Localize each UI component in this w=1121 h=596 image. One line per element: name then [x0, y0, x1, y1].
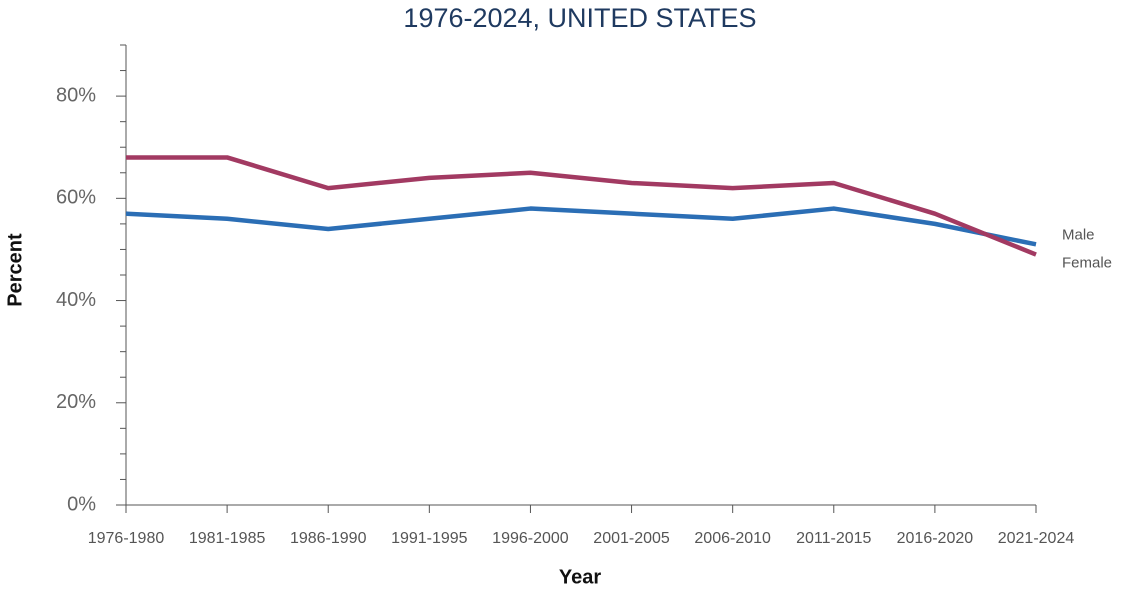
y-tick-label: 60% [56, 187, 96, 209]
y-tick-label: 0% [67, 493, 96, 515]
x-tick-label: 2021-2024 [998, 530, 1075, 547]
legend-label: Female [1062, 254, 1112, 271]
x-tick-label: 1991-1995 [391, 530, 468, 547]
x-tick-label: 1986-1990 [290, 530, 367, 547]
series-line [126, 155, 1037, 257]
x-axis-label: Year [559, 566, 601, 588]
y-tick-label: 40% [56, 289, 96, 311]
x-tick-label: 2006-2010 [694, 530, 771, 547]
x-tick-label: 2016-2020 [897, 530, 974, 547]
y-tick-label: 80% [56, 84, 96, 106]
x-tick-label: 1996-2000 [492, 530, 569, 547]
y-tick-label: 20% [56, 391, 96, 413]
x-tick-label: 1981-1985 [189, 530, 266, 547]
x-tick-label: 2001-2005 [593, 530, 670, 547]
x-tick-label: 1976-1980 [88, 530, 165, 547]
series-line [125, 206, 1037, 247]
x-tick-label: 2011-2015 [796, 530, 871, 547]
legend-label: Male [1062, 226, 1095, 243]
chart-title: 1976-2024, UNITED STATES [403, 3, 756, 33]
y-axis-label: Percent [4, 233, 26, 307]
